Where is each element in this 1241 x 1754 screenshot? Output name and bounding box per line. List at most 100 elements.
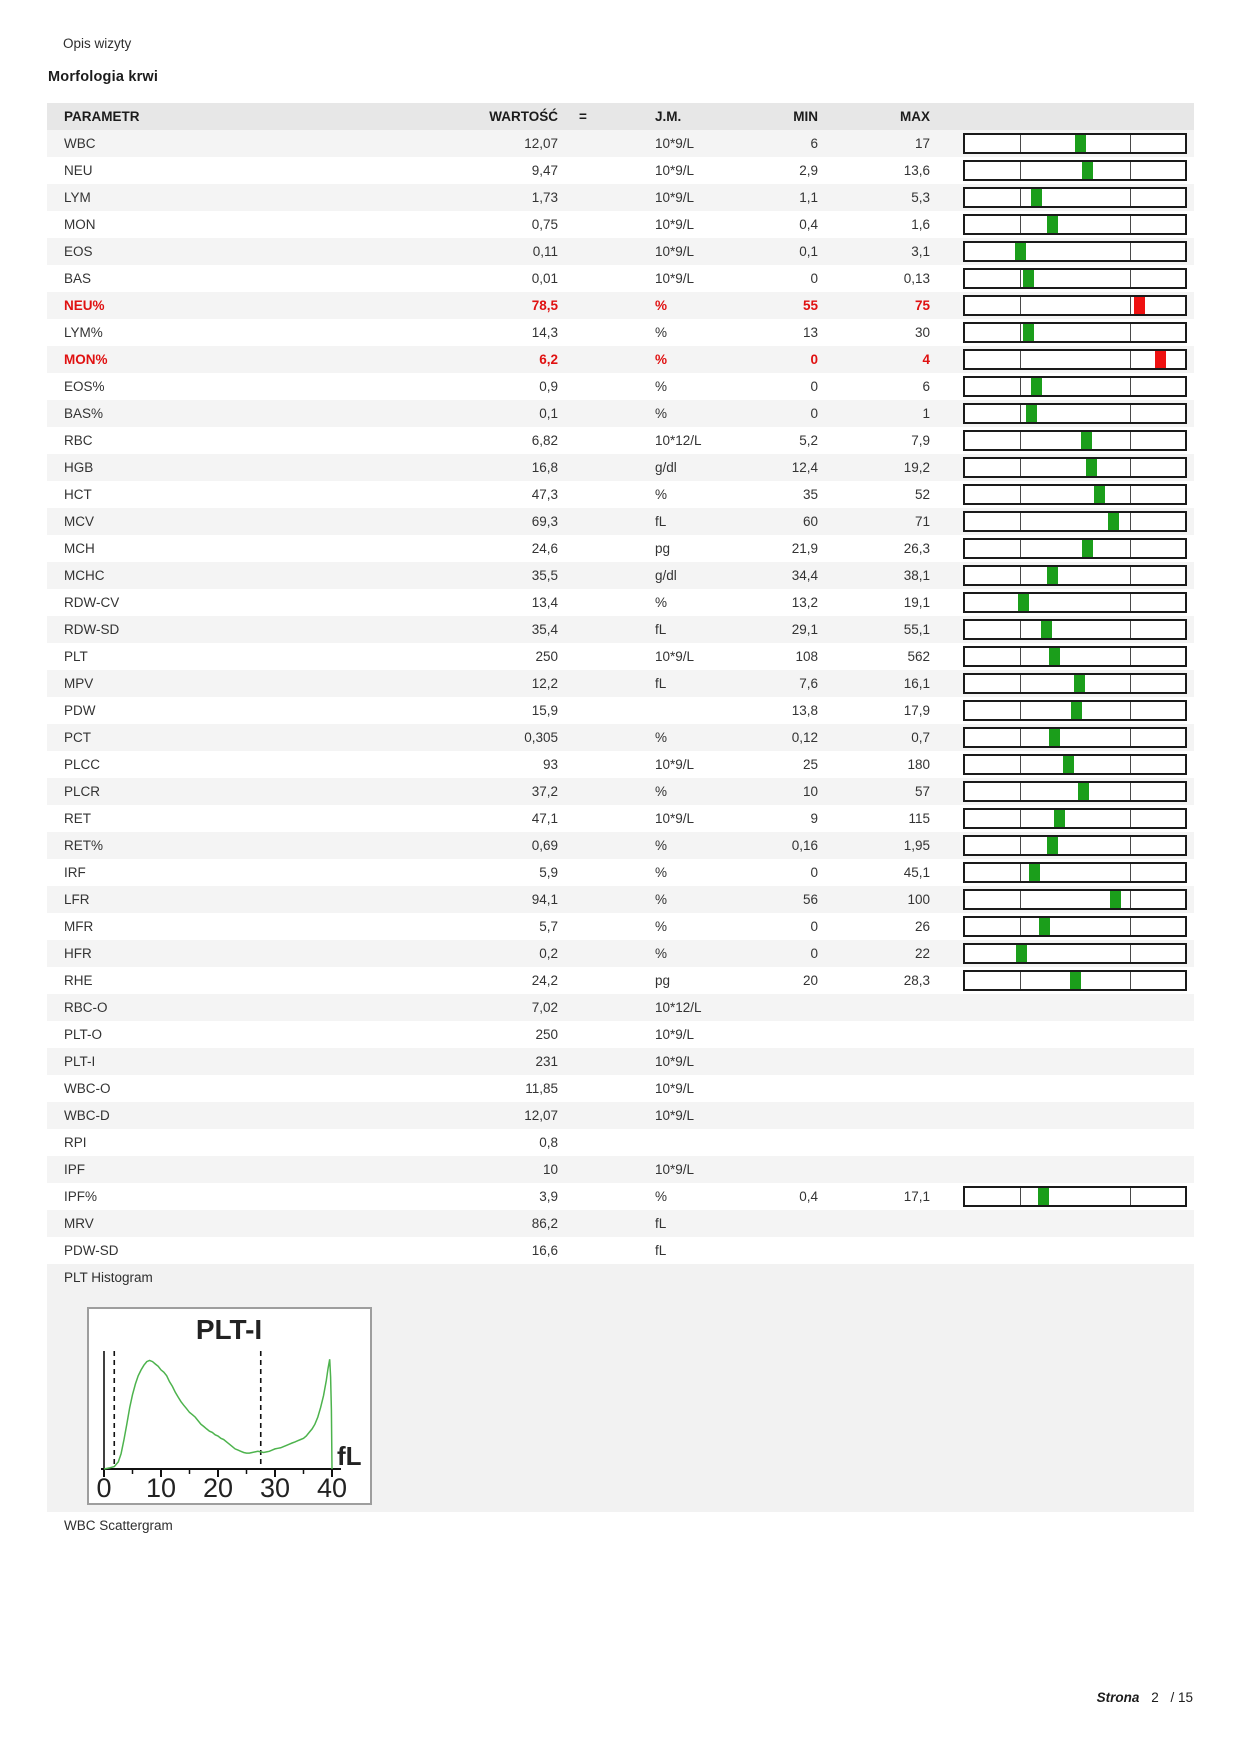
row-unit: 10*9/L [655,244,695,259]
row-parameter: MCH [64,541,95,556]
row-max: 26 [914,919,930,934]
row-unit: % [655,298,668,313]
row-unit: pg [655,973,671,988]
row-max: 13,6 [903,163,930,178]
row-parameter: RDW-CV [64,595,120,610]
table-row: EOS 0,11 10*9/L 0,1 3,1 [47,238,1194,265]
table-row: MCH 24,6 pg 21,9 26,3 [47,535,1194,562]
row-range-cell [930,484,1194,505]
row-parameter: RET [64,811,91,826]
row-min: 55 [802,298,818,313]
range-indicator-bar [963,808,1187,829]
table-row: RET 47,1 10*9/L 9 115 [47,805,1194,832]
range-indicator-bar [963,457,1187,478]
row-range-cell [930,700,1194,721]
row-value: 12,07 [524,136,558,151]
range-indicator-bar [963,619,1187,640]
row-min: 0,4 [799,217,818,232]
in-range-marker [1054,810,1066,827]
row-value: 5,9 [539,865,558,880]
row-value: 35,5 [531,568,558,583]
column-header-min: MIN [793,109,818,124]
row-unit: fL [655,1243,667,1258]
row-max: 75 [914,298,930,313]
row-min: 2,9 [799,163,818,178]
table-row: MCV 69,3 fL 60 71 [47,508,1194,535]
in-range-marker [1037,1188,1049,1205]
row-unit: fL [655,622,667,637]
row-parameter: RBC [64,433,93,448]
range-indicator-bar [963,376,1187,397]
row-min: 60 [802,514,818,529]
range-indicator-bar [963,862,1187,883]
range-indicator-bar [963,835,1187,856]
row-min: 13,2 [791,595,818,610]
row-parameter: RET% [64,838,104,853]
table-row: RBC-O 7,02 10*12/L [47,994,1194,1021]
row-unit: % [655,379,668,394]
row-unit: % [655,487,668,502]
row-min: 0,1 [799,244,818,259]
range-indicator-bar [963,943,1187,964]
in-range-marker [1015,945,1027,962]
row-max: 22 [914,946,930,961]
table-row: MON% 6,2 % 0 4 [47,346,1194,373]
in-range-marker [1074,675,1086,692]
in-range-marker [1038,918,1050,935]
row-min: 0 [810,865,818,880]
in-range-marker [1049,729,1061,746]
row-max: 30 [914,325,930,340]
row-unit: 10*12/L [655,1000,702,1015]
row-parameter: PDW-SD [64,1243,119,1258]
row-min: 0,16 [791,838,818,853]
row-unit: % [655,865,668,880]
row-min: 9 [810,811,818,826]
in-range-marker [1082,162,1094,179]
row-max: 0,13 [903,271,930,286]
results-table: PARAMETR WARTOŚĆ = J.M. MIN MAX WBC 12,0… [47,103,1194,1264]
table-row: MRV 86,2 fL [47,1210,1194,1237]
row-value: 3,9 [539,1189,558,1204]
row-min: 1,1 [799,190,818,205]
row-value: 0,11 [532,244,558,259]
row-unit: fL [655,1216,667,1231]
table-row: RPI 0,8 [47,1129,1194,1156]
row-parameter: WBC [64,136,96,151]
in-range-marker [1080,432,1092,449]
svg-text:fL: fL [337,1441,362,1471]
row-max: 19,1 [903,595,930,610]
row-parameter: IPF% [64,1189,98,1204]
in-range-marker [1047,567,1059,584]
row-unit: g/dl [655,460,677,475]
row-range-cell [930,727,1194,748]
row-parameter: HGB [64,460,94,475]
row-unit: 10*9/L [655,1027,695,1042]
row-value: 24,6 [531,541,558,556]
range-indicator-bar [963,1186,1187,1207]
row-range-cell [930,1186,1194,1207]
row-value: 14,3 [531,325,558,340]
row-unit: 10*9/L [655,271,695,286]
range-indicator-bar [963,754,1187,775]
row-value: 35,4 [531,622,558,637]
in-range-marker [1014,243,1026,260]
row-value: 78,5 [531,298,558,313]
row-range-cell [930,646,1194,667]
row-parameter: PLCC [64,757,101,772]
row-unit: % [655,1189,668,1204]
row-parameter: BAS% [64,406,104,421]
row-max: 4 [922,352,930,367]
row-unit: % [655,730,668,745]
row-parameter: PLCR [64,784,101,799]
row-range-cell [930,241,1194,262]
row-unit: g/dl [655,568,677,583]
row-parameter: MON [64,217,96,232]
row-max: 3,1 [911,244,930,259]
row-unit: % [655,838,668,853]
in-range-marker [1031,189,1042,206]
row-min: 13,8 [791,703,818,718]
wbc-scattergram-label: WBC Scattergram [64,1518,173,1533]
table-row: RHE 24,2 pg 20 28,3 [47,967,1194,994]
row-max: 71 [914,514,930,529]
row-max: 5,3 [911,190,930,205]
